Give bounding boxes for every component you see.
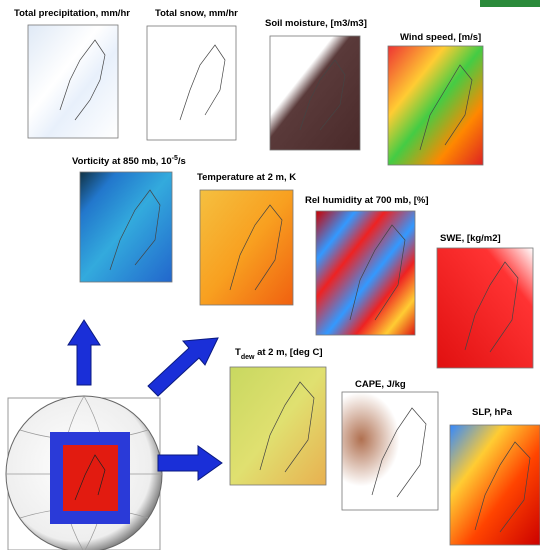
corner-strip (480, 0, 540, 7)
panel-title: Wind speed, [m/s] (400, 32, 481, 43)
panel-title: Soil moisture, [m3/m3] (265, 18, 367, 29)
title-part: SLP, hPa (472, 407, 513, 418)
title-part: SWE, [kg/m2] (440, 233, 501, 244)
panel-title: Vorticity at 850 mb, 10-5/s (72, 155, 186, 167)
panel: SLP, hPa (450, 407, 540, 545)
title-part: /s (178, 156, 186, 167)
panel: Vorticity at 850 mb, 10-5/s (72, 155, 186, 282)
panel-title: SWE, [kg/m2] (440, 233, 501, 244)
panel: Soil moisture, [m3/m3] (265, 18, 367, 150)
panel-title: Rel humidity at 700 mb, [%] (305, 195, 429, 206)
title-part: Total precipitation, mm/hr (14, 8, 130, 19)
panel: Total precipitation, mm/hr (14, 8, 130, 138)
panel-title: Total snow, mm/hr (155, 8, 238, 19)
panel: Rel humidity at 700 mb, [%] (305, 195, 429, 335)
panel: Temperature at 2 m, K (197, 172, 296, 305)
panel-title: Temperature at 2 m, K (197, 172, 296, 183)
panel: Total snow, mm/hr (147, 8, 238, 140)
panel: SWE, [kg/m2] (437, 233, 533, 368)
title-part: dew (241, 354, 255, 361)
panel-title: Tdew at 2 m, [deg C] (235, 347, 323, 361)
title-part: Soil moisture, [m3/m3] (265, 18, 367, 29)
title-part: Rel humidity at 700 mb, [%] (305, 195, 429, 206)
title-part: Vorticity at 850 mb, 10 (72, 156, 172, 167)
title-part: at 2 m, [deg C] (254, 347, 322, 358)
globe (6, 396, 162, 550)
figure: Total precipitation, mm/hr Total snow, m… (0, 0, 540, 550)
panel-title: Total precipitation, mm/hr (14, 8, 130, 19)
panel-title: SLP, hPa (472, 407, 513, 418)
panel-title: CAPE, J/kg (355, 379, 406, 390)
title-part: CAPE, J/kg (355, 379, 406, 390)
title-part: Temperature at 2 m, K (197, 172, 296, 183)
title-part: Total snow, mm/hr (155, 8, 238, 19)
panel: Wind speed, [m/s] (388, 32, 483, 165)
title-part: Wind speed, [m/s] (400, 32, 481, 43)
